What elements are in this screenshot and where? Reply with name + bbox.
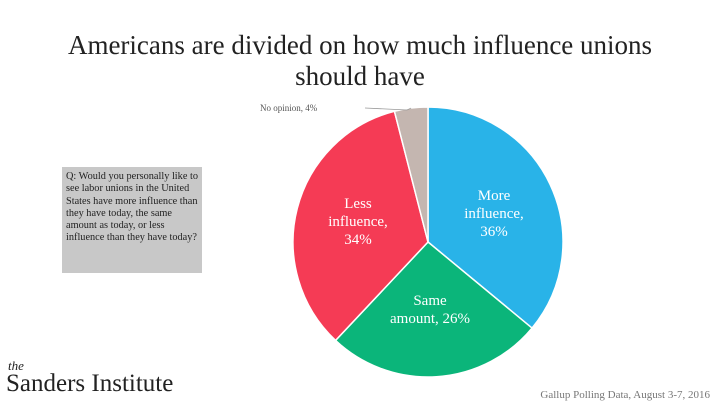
source: Gallup Polling Data, August 3-7, 2016 [540,389,710,401]
pie-slice [334,240,534,378]
leader-line [364,107,412,111]
slice-label: Less influence, 34% [328,196,388,248]
slice-label: More influence, 36% [464,188,524,240]
logo-name: Sanders Institute [6,370,174,397]
logo-small: the [8,358,24,373]
slice-label: No opinion, 4% [260,103,318,113]
slice-label: Same amount, 26% [390,293,470,327]
chart-title: Americans are divided on how much influe… [67,30,653,91]
pie-slice [393,106,429,243]
pie-slice [292,110,429,342]
question-box: Q: Would you personally like to see labo… [62,167,202,273]
pie-slice [427,106,564,330]
